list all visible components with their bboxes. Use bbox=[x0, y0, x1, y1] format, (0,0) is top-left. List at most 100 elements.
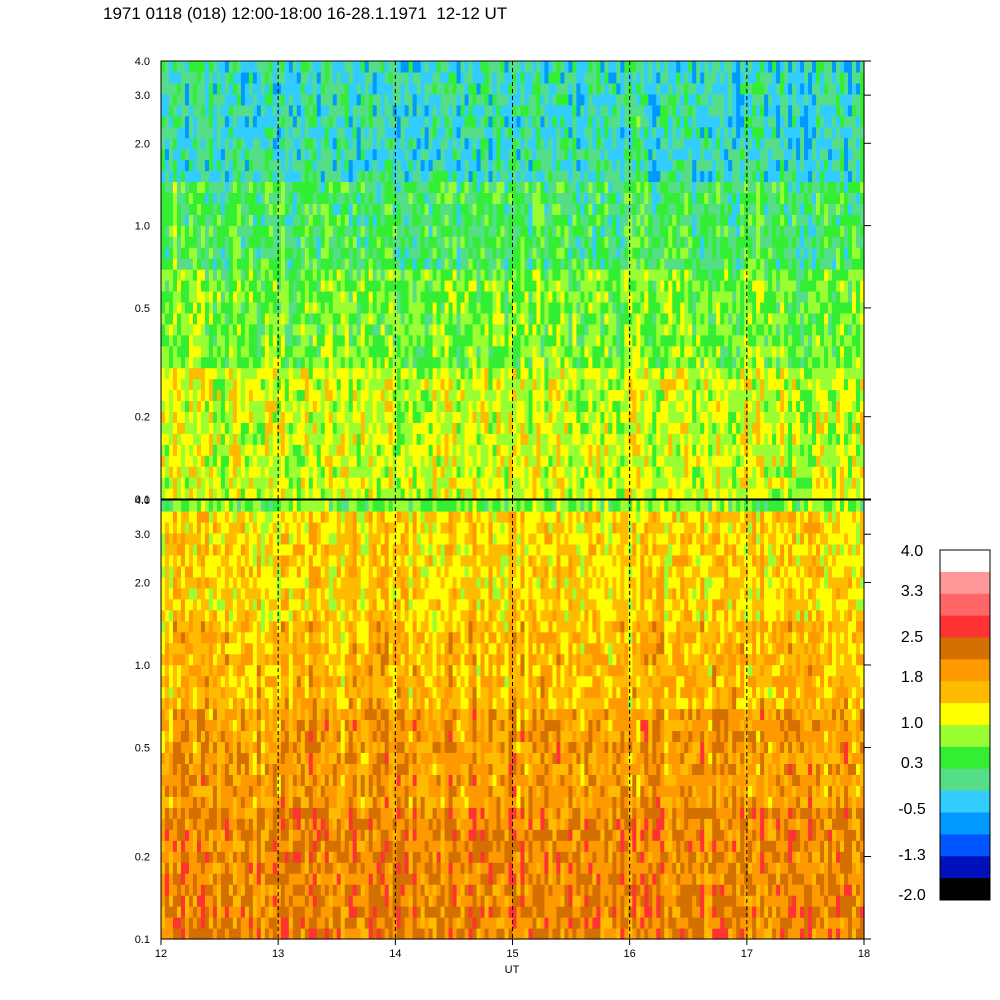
heatmap-cell bbox=[520, 488, 526, 500]
heatmap-cell bbox=[516, 71, 522, 84]
heatmap-cell bbox=[380, 258, 386, 270]
heatmap-cell bbox=[244, 411, 250, 423]
heatmap-cell bbox=[248, 367, 254, 380]
heatmap-cell bbox=[444, 334, 450, 347]
heatmap-cell bbox=[252, 378, 258, 391]
heatmap-cell bbox=[596, 477, 601, 489]
heatmap-cell bbox=[440, 477, 446, 489]
heatmap-cell bbox=[596, 466, 601, 478]
heatmap-cell bbox=[592, 323, 597, 336]
heatmap-cell bbox=[248, 192, 254, 204]
heatmap-cell bbox=[500, 247, 506, 259]
heatmap-cell bbox=[248, 334, 254, 347]
heatmap-cell bbox=[352, 280, 358, 292]
heatmap-cell bbox=[228, 323, 234, 336]
heatmap-cell bbox=[528, 82, 534, 95]
heatmap-cell bbox=[656, 378, 661, 391]
heatmap-cell bbox=[544, 181, 550, 193]
heatmap-cell bbox=[352, 258, 358, 270]
heatmap-cell bbox=[496, 334, 502, 347]
heatmap-cell bbox=[600, 82, 605, 95]
heatmap-cell bbox=[288, 258, 294, 270]
heatmap-cell bbox=[480, 82, 486, 95]
heatmap-cell bbox=[528, 203, 534, 215]
heatmap-cell bbox=[244, 334, 250, 347]
heatmap-cell bbox=[560, 400, 566, 412]
heatmap-cell bbox=[588, 301, 593, 314]
heatmap-cell bbox=[536, 488, 542, 500]
heatmap-cell bbox=[624, 334, 629, 347]
heatmap-cell bbox=[532, 323, 538, 336]
heatmap-cell bbox=[200, 301, 206, 314]
heatmap-cell bbox=[556, 488, 562, 500]
heatmap-cell bbox=[460, 433, 466, 445]
heatmap-cell bbox=[228, 104, 234, 117]
heatmap-cell bbox=[240, 389, 246, 402]
heatmap-cell bbox=[384, 444, 390, 456]
heatmap-cell bbox=[268, 258, 274, 270]
heatmap-cell bbox=[444, 466, 450, 478]
heatmap-cell bbox=[288, 203, 294, 215]
heatmap-cell bbox=[172, 301, 178, 314]
heatmap-cell bbox=[552, 312, 558, 325]
heatmap-cell bbox=[400, 148, 406, 161]
heatmap-cell bbox=[408, 356, 414, 369]
heatmap-cell bbox=[388, 290, 394, 303]
heatmap-cell bbox=[224, 148, 230, 161]
heatmap-cell bbox=[468, 345, 474, 358]
heatmap-cell bbox=[584, 280, 589, 292]
heatmap-cell bbox=[212, 411, 218, 423]
heatmap-cell bbox=[516, 236, 522, 248]
heatmap-cell bbox=[444, 104, 450, 117]
heatmap-cell bbox=[496, 488, 502, 500]
heatmap-cell bbox=[584, 290, 589, 303]
heatmap-cell bbox=[448, 214, 454, 226]
heatmap-cell bbox=[528, 356, 534, 369]
heatmap-cell bbox=[312, 334, 318, 347]
heatmap-cell bbox=[280, 290, 286, 303]
heatmap-cell bbox=[408, 214, 414, 226]
heatmap-cell bbox=[376, 192, 382, 204]
heatmap-cell bbox=[164, 258, 170, 270]
heatmap-cell bbox=[532, 181, 538, 193]
heatmap-cell bbox=[260, 137, 266, 150]
heatmap-cell bbox=[224, 444, 230, 456]
heatmap-cell bbox=[328, 444, 334, 456]
heatmap-cell bbox=[640, 148, 645, 161]
heatmap-cell bbox=[480, 444, 486, 456]
heatmap-cell bbox=[252, 466, 258, 478]
heatmap-cell bbox=[412, 148, 418, 161]
heatmap-cell bbox=[240, 137, 246, 150]
heatmap-cell bbox=[168, 477, 174, 489]
heatmap-cell bbox=[488, 225, 494, 237]
heatmap-cell bbox=[320, 367, 326, 380]
heatmap-cell bbox=[644, 214, 649, 226]
heatmap-cell bbox=[440, 356, 446, 369]
heatmap-cell bbox=[612, 269, 617, 281]
heatmap-cell bbox=[200, 444, 206, 456]
heatmap-cell bbox=[440, 389, 446, 402]
heatmap-cell bbox=[188, 93, 194, 106]
heatmap-cell bbox=[264, 433, 270, 445]
heatmap-cell bbox=[360, 71, 366, 84]
heatmap-cell bbox=[436, 334, 442, 347]
heatmap-cell bbox=[584, 104, 589, 117]
heatmap-cell bbox=[572, 280, 577, 292]
heatmap-cell bbox=[596, 159, 601, 172]
heatmap-cell bbox=[416, 345, 422, 358]
heatmap-cell bbox=[592, 170, 597, 183]
heatmap-cell bbox=[380, 411, 386, 423]
heatmap-cell bbox=[164, 433, 170, 445]
heatmap-cell bbox=[208, 477, 214, 489]
heatmap-cell bbox=[204, 280, 210, 292]
heatmap-cell bbox=[384, 236, 390, 248]
heatmap-cell bbox=[448, 71, 454, 84]
heatmap-cell bbox=[584, 170, 589, 183]
heatmap-cell bbox=[180, 356, 186, 369]
heatmap-cell bbox=[184, 104, 190, 117]
heatmap-cell bbox=[360, 269, 366, 281]
heatmap-cell bbox=[328, 433, 334, 445]
heatmap-cell bbox=[608, 159, 613, 172]
heatmap-cell bbox=[484, 290, 490, 303]
heatmap-cell bbox=[576, 203, 581, 215]
